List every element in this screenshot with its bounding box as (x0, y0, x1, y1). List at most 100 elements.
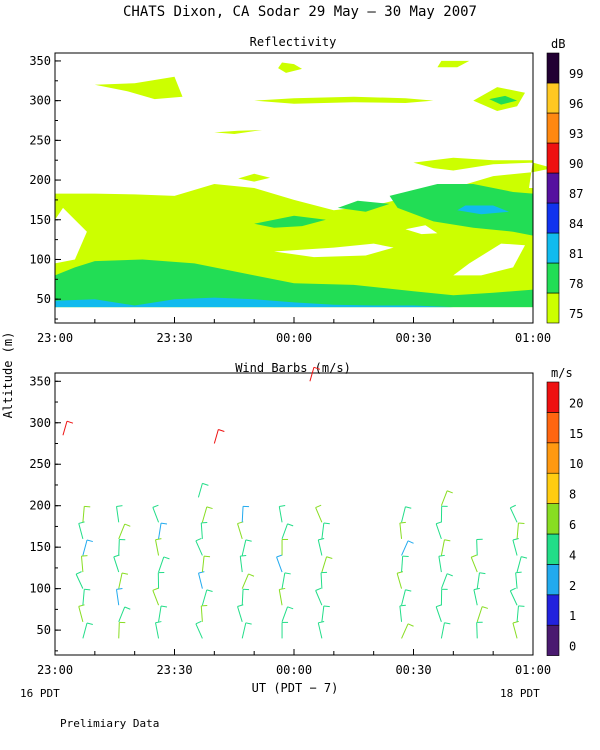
wind-barb (438, 556, 442, 573)
wind-barb (200, 605, 203, 622)
reflectivity-field (55, 60, 553, 308)
wind-barb (401, 540, 409, 556)
reflectivity-region-75 (214, 130, 263, 134)
windbarb-y-tick-label: 200 (29, 499, 51, 513)
wind-barb (82, 506, 85, 523)
wind-barb (401, 556, 404, 573)
reflectivity-gap (405, 225, 438, 235)
reflectivity-colorbar-label: 78 (569, 277, 583, 291)
wind-barb (470, 557, 478, 573)
windbarb-colorbar-label: 4 (569, 548, 576, 562)
wind-barb (440, 573, 448, 589)
wind-barb (195, 540, 203, 556)
wind-barb (509, 507, 518, 523)
reflectivity-colorbar-swatch (546, 52, 560, 84)
windbarb-colorbar-swatch (546, 412, 560, 444)
wind-barb (309, 367, 315, 382)
wind-barb-flag (315, 587, 322, 591)
wind-barb-flag (405, 506, 412, 509)
figure-title: CHATS Dixon, CA Sodar 29 May — 30 May 20… (123, 4, 477, 20)
wind-barb (281, 606, 288, 622)
wind-barb-flag (510, 504, 516, 509)
wind-barb (401, 589, 406, 606)
wind-barb (440, 490, 448, 506)
wind-barb-flag (323, 522, 330, 525)
reflectivity-region-75 (254, 96, 434, 104)
reflectivity-colorbar-label: 90 (569, 157, 583, 171)
wind-barb-flag (121, 572, 129, 575)
wind-barb (118, 572, 123, 589)
wind-barb-flag (78, 604, 85, 607)
wind-barb (82, 589, 85, 606)
windbarb-colorbar-label: 0 (569, 640, 576, 654)
windbarb-colorbar-swatch (546, 503, 560, 535)
wind-barb (399, 605, 403, 622)
reflectivity-colorbar-swatch (546, 82, 560, 114)
windbarb-colorbar-swatch (546, 472, 560, 504)
wind-barb (317, 539, 323, 556)
wind-barb-flag (473, 587, 480, 591)
wind-barb (320, 572, 323, 589)
y-axis-label: Altitude (m) (1, 332, 15, 419)
wind-barb (116, 589, 120, 606)
windbarb-x-tick-label: 23:30 (156, 663, 192, 677)
wind-barb-flag (218, 429, 225, 432)
reflectivity-colorbar-label: 87 (569, 187, 583, 201)
reflectivity-gap (274, 243, 394, 258)
wind-barb-flag (66, 420, 74, 424)
wind-barb (476, 572, 480, 589)
reflectivity-colorbar-swatch (546, 172, 560, 204)
wind-barb-flag (160, 522, 168, 525)
windbarb-colorbar-label: 15 (569, 427, 583, 441)
reflectivity-colorbar-label: 75 (569, 307, 583, 321)
reflectivity-region-81 (55, 297, 454, 308)
footnote: Prelimiary Data (60, 717, 159, 730)
wind-barb (317, 622, 323, 639)
wind-barb (201, 506, 208, 523)
wind-barb (75, 573, 84, 589)
wind-barb-flag (204, 555, 211, 558)
date-right-label: 18 PDT (500, 687, 540, 700)
wind-barb (78, 523, 84, 540)
wind-barb (62, 421, 68, 436)
wind-barb-flag (155, 538, 162, 541)
reflectivity-gap (453, 243, 525, 276)
wind-barb (201, 556, 205, 573)
wind-barb-flag (512, 620, 519, 624)
wind-barb-flag (84, 588, 91, 591)
windbarb-title: Wind Barbs (m/s) (235, 361, 351, 375)
wind-barb-flag (521, 556, 528, 559)
wind-barb-flag (510, 587, 516, 592)
wind-barb (473, 589, 478, 606)
wind-barb-flag (512, 537, 519, 541)
wind-barb (278, 589, 283, 606)
wind-barb-flag (195, 537, 202, 542)
wind-barb (476, 539, 478, 556)
wind-barb-flag (245, 539, 252, 542)
wind-barb-flag (313, 366, 321, 370)
wind-barb-flag (518, 522, 525, 524)
wind-barb (516, 605, 519, 622)
wind-barb-flag (318, 538, 325, 541)
wind-barb-flag (279, 587, 286, 590)
reflectivity-colorbar-swatch (546, 262, 560, 294)
reflectivity-y-tick-label: 150 (29, 213, 51, 227)
wind-barb-flag (518, 605, 525, 607)
wind-barb (118, 622, 120, 639)
wind-barb (321, 605, 325, 622)
wind-barb-flag (240, 554, 247, 557)
wind-barb (315, 507, 323, 523)
wind-barb-flag (198, 571, 205, 574)
reflectivity-y-tick-label: 100 (29, 252, 51, 266)
reflectivity-region-78 (254, 215, 326, 228)
wind-barb (118, 539, 120, 556)
wind-barb (241, 622, 247, 639)
wind-barb-flag (318, 620, 325, 624)
windbarb-colorbar-label: 10 (569, 457, 583, 471)
wind-barb (516, 522, 519, 539)
reflectivity-region-75 (238, 173, 271, 182)
wind-barb-flag (75, 571, 82, 575)
wind-barb (281, 572, 286, 589)
